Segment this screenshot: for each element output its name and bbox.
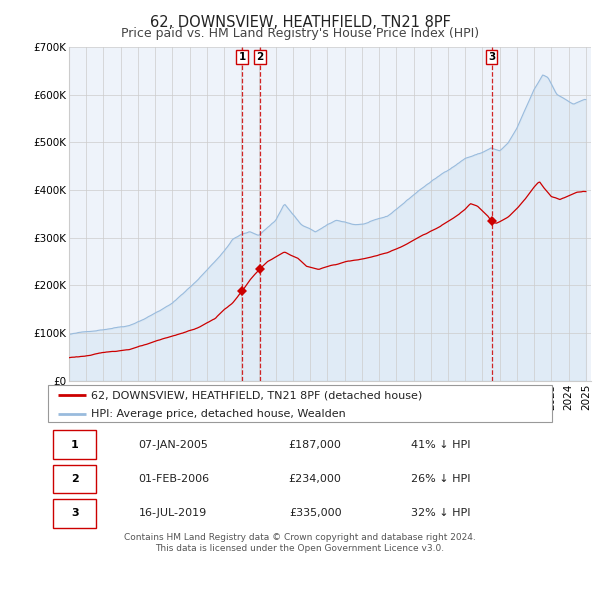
Text: £234,000: £234,000 <box>289 474 341 484</box>
Text: £187,000: £187,000 <box>289 440 341 450</box>
Text: 1: 1 <box>238 52 245 62</box>
Text: Contains HM Land Registry data © Crown copyright and database right 2024.
This d: Contains HM Land Registry data © Crown c… <box>124 533 476 553</box>
Text: 41% ↓ HPI: 41% ↓ HPI <box>412 440 471 450</box>
Bar <box>53 499 96 527</box>
Text: 01-FEB-2006: 01-FEB-2006 <box>139 474 210 484</box>
Text: 32% ↓ HPI: 32% ↓ HPI <box>412 509 471 518</box>
Bar <box>53 431 96 459</box>
Text: 2: 2 <box>71 474 79 484</box>
Text: 3: 3 <box>488 52 496 62</box>
Text: 62, DOWNSVIEW, HEATHFIELD, TN21 8PF (detached house): 62, DOWNSVIEW, HEATHFIELD, TN21 8PF (det… <box>91 390 422 400</box>
Text: 2: 2 <box>256 52 263 62</box>
Text: HPI: Average price, detached house, Wealden: HPI: Average price, detached house, Weal… <box>91 409 346 419</box>
Text: 26% ↓ HPI: 26% ↓ HPI <box>412 474 471 484</box>
Bar <box>53 465 96 493</box>
Text: Price paid vs. HM Land Registry's House Price Index (HPI): Price paid vs. HM Land Registry's House … <box>121 27 479 40</box>
Text: £335,000: £335,000 <box>289 509 341 518</box>
Text: 62, DOWNSVIEW, HEATHFIELD, TN21 8PF: 62, DOWNSVIEW, HEATHFIELD, TN21 8PF <box>149 15 451 30</box>
Text: 16-JUL-2019: 16-JUL-2019 <box>139 509 207 518</box>
Text: 3: 3 <box>71 509 79 518</box>
Text: 07-JAN-2005: 07-JAN-2005 <box>139 440 209 450</box>
Text: 1: 1 <box>71 440 79 450</box>
